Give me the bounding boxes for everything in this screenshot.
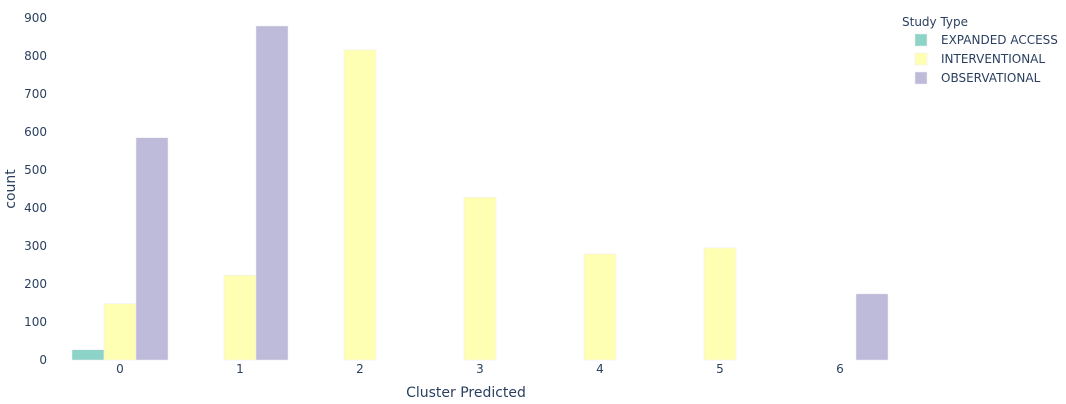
bar-observational-cluster-0[interactable] xyxy=(135,137,169,361)
bar-interventional-cluster-3[interactable] xyxy=(463,197,497,361)
y-axis-title: count xyxy=(3,169,19,209)
x-tick-label: 2 xyxy=(356,362,364,376)
legend-label: INTERVENTIONAL xyxy=(941,52,1045,66)
y-tick-label: 400 xyxy=(24,201,47,215)
bar-interventional-cluster-0[interactable] xyxy=(103,303,137,361)
x-axis-title: Cluster Predicted xyxy=(406,385,526,400)
legend-items: EXPANDED ACCESS INTERVENTIONAL OBSERVATION… xyxy=(914,33,1058,85)
legend-item-interventional[interactable]: INTERVENTIONAL xyxy=(914,52,1045,66)
x-tick-label: 5 xyxy=(716,362,724,376)
x-axis-ticks: 0 1 2 3 4 5 6 xyxy=(116,362,844,376)
legend-item-observational[interactable]: OBSERVATIONAL xyxy=(914,71,1041,85)
y-tick-label: 600 xyxy=(24,125,47,139)
bar-interventional-cluster-2[interactable] xyxy=(343,49,377,361)
bar-interventional-cluster-5[interactable] xyxy=(703,247,737,361)
y-tick-label: 900 xyxy=(24,11,47,25)
legend-label: OBSERVATIONAL xyxy=(941,71,1041,85)
bar-interventional-cluster-4[interactable] xyxy=(583,253,617,361)
x-tick-label: 4 xyxy=(596,362,604,376)
legend: Study Type EXPANDED ACCESS INTERVENTIONAL… xyxy=(902,15,1058,85)
y-tick-label: 0 xyxy=(39,353,47,367)
y-tick-label: 800 xyxy=(24,49,47,63)
legend-swatch xyxy=(914,52,928,66)
x-tick-label: 1 xyxy=(236,362,244,376)
legend-title: Study Type xyxy=(902,15,968,29)
x-tick-label: 6 xyxy=(836,362,844,376)
y-tick-label: 700 xyxy=(24,87,47,101)
bars-layer xyxy=(71,25,889,361)
legend-label: EXPANDED ACCESS xyxy=(941,33,1058,47)
y-tick-label: 300 xyxy=(24,239,47,253)
bar-interventional-cluster-1[interactable] xyxy=(223,275,257,361)
x-tick-label: 0 xyxy=(116,362,124,376)
legend-swatch xyxy=(914,33,928,47)
y-tick-label: 500 xyxy=(24,163,47,177)
legend-item-expanded-access[interactable]: EXPANDED ACCESS xyxy=(914,33,1058,47)
bar-observational-cluster-1[interactable] xyxy=(255,25,289,361)
x-tick-label: 3 xyxy=(476,362,484,376)
bar-expanded-access-cluster-0[interactable] xyxy=(71,349,105,361)
y-tick-label: 200 xyxy=(24,277,47,291)
y-axis-ticks: 0 100 200 300 400 500 600 700 800 900 xyxy=(24,11,47,367)
legend-swatch xyxy=(914,71,928,85)
y-tick-label: 100 xyxy=(24,315,47,329)
bar-observational-cluster-6[interactable] xyxy=(855,293,889,361)
